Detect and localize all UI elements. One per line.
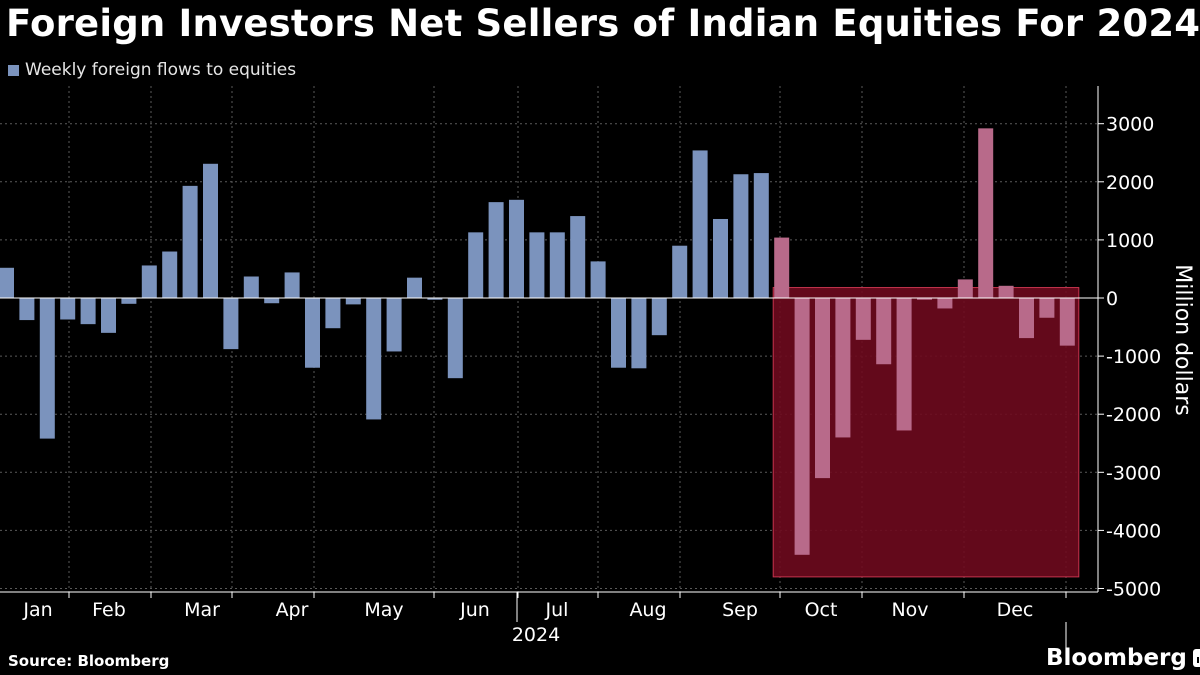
bar: [815, 298, 830, 479]
y-tick-label: 3000: [1106, 114, 1154, 136]
bar: [570, 216, 586, 298]
bar: [753, 173, 769, 298]
bar: [876, 298, 892, 365]
bar: [101, 298, 116, 333]
bar: [203, 163, 218, 298]
source-note: Source: Bloomberg: [8, 652, 170, 670]
bar: [1019, 298, 1034, 339]
x-tick-label: Oct: [805, 599, 838, 621]
bar: [896, 298, 912, 431]
bar: [264, 298, 280, 304]
legend-swatch: [8, 64, 19, 76]
bar: [345, 298, 361, 305]
bar: [611, 298, 626, 368]
x-tick-label: Feb: [92, 599, 126, 621]
bar: [672, 245, 688, 298]
y-axis-title: Million dollars: [1170, 264, 1195, 415]
x-tick-label: Dec: [997, 599, 1034, 621]
bar: [631, 298, 647, 369]
x-tick-label: Jan: [22, 599, 52, 621]
bar: [549, 232, 565, 298]
bar: [0, 267, 14, 298]
x-tick-label: Sep: [722, 599, 758, 621]
bar: [1059, 298, 1075, 346]
bar: [794, 298, 810, 555]
bloomberg-terminal-icon: [1192, 649, 1200, 667]
x-tick-label: Apr: [276, 599, 309, 621]
y-tick-label: -3000: [1106, 462, 1161, 484]
bar: [19, 298, 35, 321]
bar: [590, 261, 606, 298]
legend-label: Weekly foreign flows to equities: [25, 60, 297, 80]
bar: [407, 277, 422, 298]
y-tick-label: -4000: [1106, 520, 1161, 542]
bar: [386, 298, 402, 352]
bar: [284, 272, 300, 298]
bar: [978, 128, 994, 298]
x-tick-label: Aug: [629, 599, 666, 621]
legend: Weekly foreign flows to equities: [8, 60, 296, 80]
bar: [468, 232, 484, 298]
bar: [651, 298, 667, 336]
brand-name: Bloomberg: [1046, 645, 1187, 671]
bar: [305, 298, 320, 368]
bloomberg-logo: Bloomberg: [1046, 645, 1200, 671]
y-tick-label: -5000: [1106, 579, 1161, 601]
bar: [243, 276, 259, 298]
bar: [937, 298, 953, 309]
bar: [998, 285, 1014, 298]
y-tick-label: 2000: [1106, 172, 1154, 194]
bar: [182, 185, 198, 298]
y-tick-label: 1000: [1106, 230, 1154, 252]
bar: [835, 298, 851, 438]
bar: [733, 174, 749, 298]
y-tick-label: -1000: [1106, 346, 1161, 368]
x-tick-label: Nov: [891, 599, 928, 621]
bar: [223, 298, 239, 350]
bar: [39, 298, 55, 439]
y-tick-label: 0: [1106, 288, 1118, 310]
bar: [141, 265, 157, 298]
bar: [692, 150, 708, 298]
bar: [162, 251, 178, 298]
bar: [366, 298, 382, 420]
bar: [774, 237, 790, 298]
bar: [713, 218, 728, 298]
x-tick-label: May: [364, 599, 403, 621]
bar: [447, 298, 463, 379]
bar: [529, 232, 545, 298]
bar: [855, 298, 871, 340]
chart-title: Foreign Investors Net Sellers of Indian …: [6, 2, 1200, 45]
y-tick-label: -2000: [1106, 404, 1161, 426]
x-tick-label: Mar: [184, 599, 220, 621]
bar: [1039, 298, 1055, 318]
bar: [60, 298, 76, 320]
bar: [427, 298, 443, 300]
bar: [325, 298, 341, 329]
x-tick-label: Jul: [545, 599, 569, 621]
bar: [917, 298, 932, 300]
bar: [488, 202, 504, 298]
bar: [509, 199, 524, 298]
x-tick-label: Jun: [459, 599, 490, 621]
bar: [80, 298, 96, 325]
bar: [957, 279, 973, 298]
x-axis-year-label: 2024: [512, 624, 560, 646]
bar: [121, 298, 137, 304]
